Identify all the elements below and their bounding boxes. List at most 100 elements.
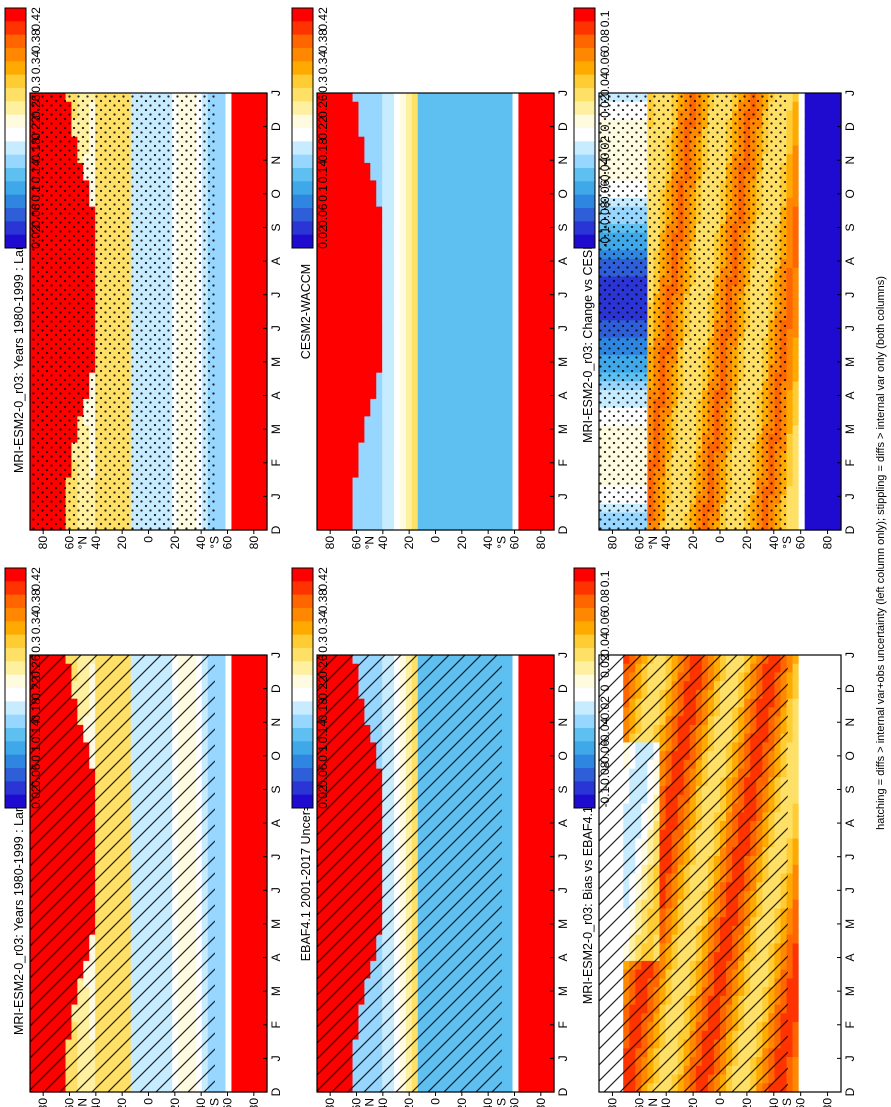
field-cell: [219, 171, 227, 181]
field-cell: [249, 952, 256, 962]
colorbar-tick-label: 0.14: [29, 720, 43, 744]
field-cell: [213, 468, 221, 479]
field-cell: [249, 136, 256, 147]
field-cell: [237, 180, 244, 190]
field-cell: [231, 267, 238, 278]
field-cell: [243, 882, 250, 892]
field-cell: [249, 681, 256, 691]
field-cell: [225, 267, 233, 278]
field-cell: [261, 302, 268, 313]
field-cell: [237, 425, 244, 435]
field-cell: [249, 1013, 256, 1023]
colorbar-tick-label: 0.42: [29, 7, 43, 31]
colorbar-tick-label: 0.14: [29, 160, 43, 184]
field-cell: [255, 1074, 262, 1084]
field-cell: [219, 1057, 227, 1067]
field-cell: [231, 934, 238, 945]
field-cell: [225, 101, 233, 112]
field-cell: [213, 1065, 221, 1076]
field-cell: [261, 742, 268, 752]
field-cell: [249, 503, 256, 514]
month-label: S: [269, 223, 283, 231]
colorbar-swatch: [5, 621, 26, 636]
field-cell: [231, 856, 238, 866]
field-cell: [231, 689, 238, 700]
field-cell: [225, 812, 233, 822]
field-cell: [243, 698, 250, 709]
field-cell: [249, 838, 256, 848]
field-cell: [261, 1057, 268, 1067]
field-cell: [249, 346, 256, 356]
field-cell: [243, 803, 250, 813]
field-cell: [225, 215, 233, 225]
field-cell: [225, 311, 233, 321]
field-cell: [225, 468, 233, 479]
field-cell: [219, 995, 227, 1006]
field-cell: [219, 355, 227, 365]
field-cell: [219, 847, 227, 857]
field-cell: [219, 969, 227, 979]
field-cell: [261, 398, 268, 409]
field-cell: [243, 224, 250, 234]
field-cell: [249, 1022, 256, 1032]
field-cell: [225, 873, 233, 883]
field-cell: [243, 847, 250, 857]
colorbar-swatch: [5, 61, 26, 76]
field-cell: [243, 311, 250, 321]
month-label: M: [269, 919, 283, 929]
field-cell: [255, 751, 262, 761]
field-cell: [213, 171, 221, 181]
field-cell: [255, 1083, 262, 1093]
field-cell: [261, 285, 268, 295]
field-cell: [243, 1013, 250, 1023]
colorbar-swatch: [5, 754, 26, 769]
field-cell: [261, 328, 268, 339]
field-cell: [249, 93, 256, 103]
colorbar-swatch: [5, 48, 26, 62]
field-cell: [213, 154, 221, 164]
field-cell: [255, 847, 262, 857]
field-cell: [219, 716, 227, 726]
field-cell: [243, 759, 250, 770]
field-cell: [225, 672, 233, 682]
hemisphere-label: °S: [207, 1098, 221, 1107]
colorbar-swatch: [5, 181, 26, 196]
field-cell: [261, 698, 268, 709]
field-cell: [261, 320, 268, 330]
field-cell: [243, 250, 250, 260]
field-cell: [261, 162, 268, 173]
lat-tick-label: 20: [168, 1098, 182, 1107]
field-cell: [225, 698, 233, 709]
field-cell: [243, 733, 250, 743]
field-cell: [249, 162, 256, 173]
field-cell: [213, 425, 221, 435]
field-cell: [255, 215, 262, 225]
field-cell: [249, 864, 256, 875]
field-cell: [213, 759, 221, 770]
field-cell: [237, 794, 244, 805]
field-cell: [249, 521, 256, 531]
field-cell: [249, 276, 256, 286]
field-cell: [231, 495, 238, 505]
field-cell: [243, 1030, 250, 1041]
field-cell: [237, 503, 244, 514]
field-cell: [237, 786, 244, 796]
hemisphere-label: °N: [76, 1098, 90, 1107]
field-cell: [243, 768, 250, 778]
field-cell: [261, 267, 268, 278]
field-cell: [249, 232, 256, 243]
field-cell: [249, 145, 256, 155]
field-cell: [249, 337, 256, 348]
field-cell: [225, 363, 233, 374]
field-cell: [243, 136, 250, 147]
field-cell: [255, 882, 262, 892]
field-cell: [213, 442, 221, 452]
field-cell: [249, 1039, 256, 1049]
field-cell: [249, 311, 256, 321]
field-cell: [255, 154, 262, 164]
field-cell: [249, 372, 256, 383]
field-cell: [231, 241, 238, 251]
field-cell: [249, 1030, 256, 1041]
field-cell: [219, 154, 227, 164]
field-cell: [261, 1030, 268, 1041]
